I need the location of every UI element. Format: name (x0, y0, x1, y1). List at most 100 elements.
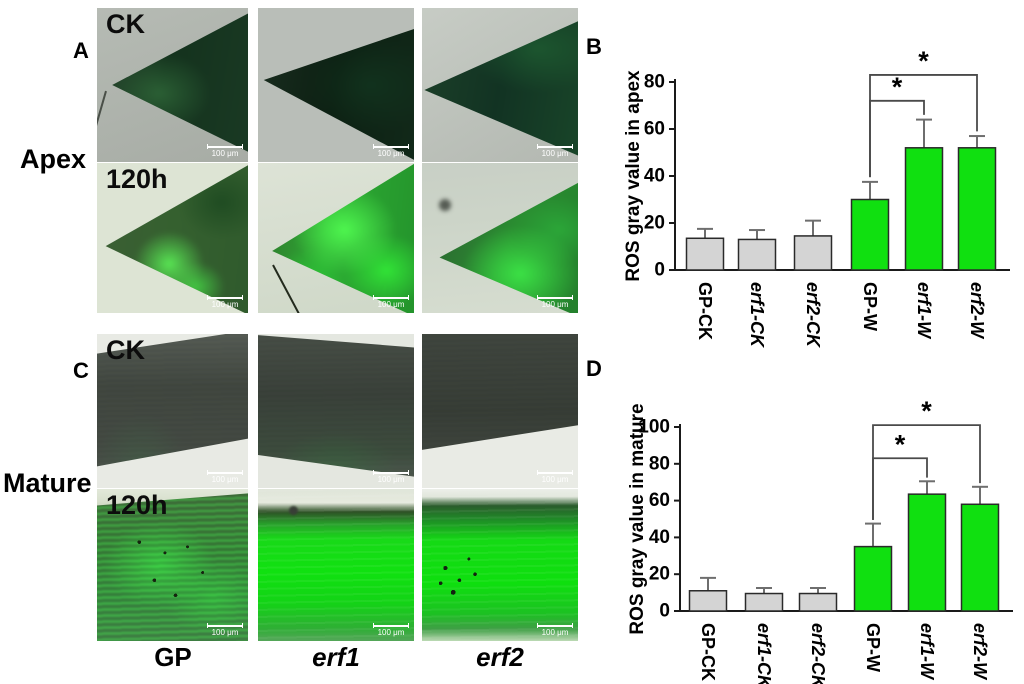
root-hair (97, 90, 107, 157)
category-label-GP-CK: GP-CK (695, 282, 715, 340)
panel-letter-a: A (73, 38, 89, 63)
scale-bar-line (537, 144, 573, 149)
y-tick-label-40: 40 (649, 527, 670, 548)
micrograph-apex-ck-erf2: 100 μm (422, 8, 578, 162)
y-tick-label-0: 0 (659, 601, 670, 622)
scale-bar-line (207, 295, 243, 300)
category-label-erf1-CK: erf1-CK (754, 623, 774, 684)
bar-erf1-CK (737, 238, 777, 271)
y-axis-title: ROS gray value in apex (623, 70, 644, 282)
scale-bar-label: 100 μm (377, 628, 405, 637)
scale-bar-label: 100 μm (211, 300, 239, 309)
leaf-tip-shape (263, 26, 414, 162)
scale-bar-line (373, 470, 409, 475)
scale-bar-line (207, 470, 243, 475)
panel-letter-d: D (586, 356, 602, 381)
category-label-erf2-CK: erf2-CK (803, 282, 823, 349)
leaf-tip-shape (272, 163, 414, 313)
scale-bar-line (537, 623, 573, 628)
significance-bracket-1 (869, 74, 978, 178)
bar-GP-W (853, 545, 893, 612)
treatment-label-ck: CK (106, 335, 145, 365)
scale-bar-line (373, 144, 409, 149)
y-axis-title: ROS gray value in mature (627, 403, 648, 634)
category-label-GP-W: GP-W (860, 282, 880, 331)
micrograph-mature-ck-erf1: 100 μm (258, 334, 414, 488)
significance-asterisk-1: * (918, 46, 929, 76)
scale-bar: 100 μm (207, 623, 243, 637)
scale-bar: 100 μm (537, 623, 573, 637)
scale-bar: 100 μm (373, 623, 409, 637)
scale-bar-line (537, 295, 573, 300)
micrograph-apex-120h-gp: 120h 100 μm (97, 163, 248, 313)
stem-shape (422, 334, 578, 451)
leaf-tip-shape (424, 18, 578, 159)
panel-letter-b: B (586, 34, 602, 59)
bar-GP-W (850, 198, 890, 271)
micrograph-apex-ck-gp: CK 100 μm (97, 8, 248, 162)
significance-asterisk-1: * (921, 396, 932, 426)
bar-erf1-W (904, 147, 944, 271)
scale-bar-label: 100 μm (377, 149, 405, 158)
debris-dot (439, 199, 452, 211)
bar-GP-CK (688, 590, 728, 612)
scale-bar: 100 μm (537, 470, 573, 484)
genotype-label-erf2: erf2 (476, 642, 524, 672)
group-label-apex: Apex (20, 144, 87, 174)
genotype-label-erf1: erf1 (312, 642, 360, 672)
significance-asterisk-0: * (895, 429, 906, 459)
scale-bar-label: 100 μm (541, 300, 569, 309)
stem-shape (258, 334, 414, 478)
micrograph-apex-120h-erf1: 100 μm (258, 163, 414, 313)
category-label-erf2-CK: erf2-CK (808, 623, 828, 684)
bar-erf1-W (907, 493, 947, 612)
scale-bar-label: 100 μm (211, 628, 239, 637)
treatment-label-120h: 120h (106, 164, 168, 194)
scale-bar-label: 100 μm (211, 475, 239, 484)
micrograph-apex-ck-erf1: 100 μm (258, 8, 414, 162)
bar-erf2-CK (798, 592, 838, 612)
micrograph-mature-120h-erf2: 100 μm (422, 489, 578, 641)
bar-GP-CK (685, 237, 725, 271)
micrograph-apex-120h-erf2: 100 μm (422, 163, 578, 313)
scale-bar-label: 100 μm (377, 300, 405, 309)
scale-bar-label: 100 μm (541, 149, 569, 158)
y-tick-label-20: 20 (644, 213, 665, 234)
scale-bar: 100 μm (373, 295, 409, 309)
y-tick-label-60: 60 (649, 490, 670, 511)
genotype-label-gp: GP (154, 642, 192, 672)
scale-bar: 100 μm (373, 144, 409, 158)
y-tick-label-60: 60 (644, 119, 665, 140)
significance-bracket-1 (872, 424, 981, 520)
scale-bar: 100 μm (373, 470, 409, 484)
scale-bar-label: 100 μm (377, 475, 405, 484)
significance-asterisk-0: * (892, 72, 903, 102)
category-label-erf1-W: erf1-W (917, 623, 937, 681)
scale-bar: 100 μm (207, 295, 243, 309)
scale-bar-line (373, 295, 409, 300)
bar-erf2-W (960, 503, 1000, 612)
y-tick-label-80: 80 (649, 453, 670, 474)
category-label-erf1-W: erf1-W (914, 282, 934, 340)
category-label-erf2-W: erf2-W (970, 623, 990, 681)
scale-bar: 100 μm (537, 144, 573, 158)
scale-bar-line (207, 623, 243, 628)
speckles (422, 489, 578, 641)
scale-bar-label: 100 μm (541, 475, 569, 484)
y-tick-label-100: 100 (638, 417, 670, 438)
panel-letter-c: C (73, 358, 89, 383)
bar-erf2-CK (793, 235, 833, 271)
y-tick-label-80: 80 (644, 72, 665, 93)
category-label-erf2-W: erf2-W (967, 282, 987, 340)
scale-bar-label: 100 μm (541, 628, 569, 637)
micrograph-mature-120h-gp: 120h 100 μm (97, 489, 248, 641)
awn-hair (272, 264, 304, 313)
bar-erf2-W (957, 147, 997, 271)
scale-bar-line (373, 623, 409, 628)
micrograph-mature-120h-erf1: 100 μm (258, 489, 414, 641)
y-tick-label-20: 20 (649, 564, 670, 585)
scale-bar: 100 μm (537, 295, 573, 309)
